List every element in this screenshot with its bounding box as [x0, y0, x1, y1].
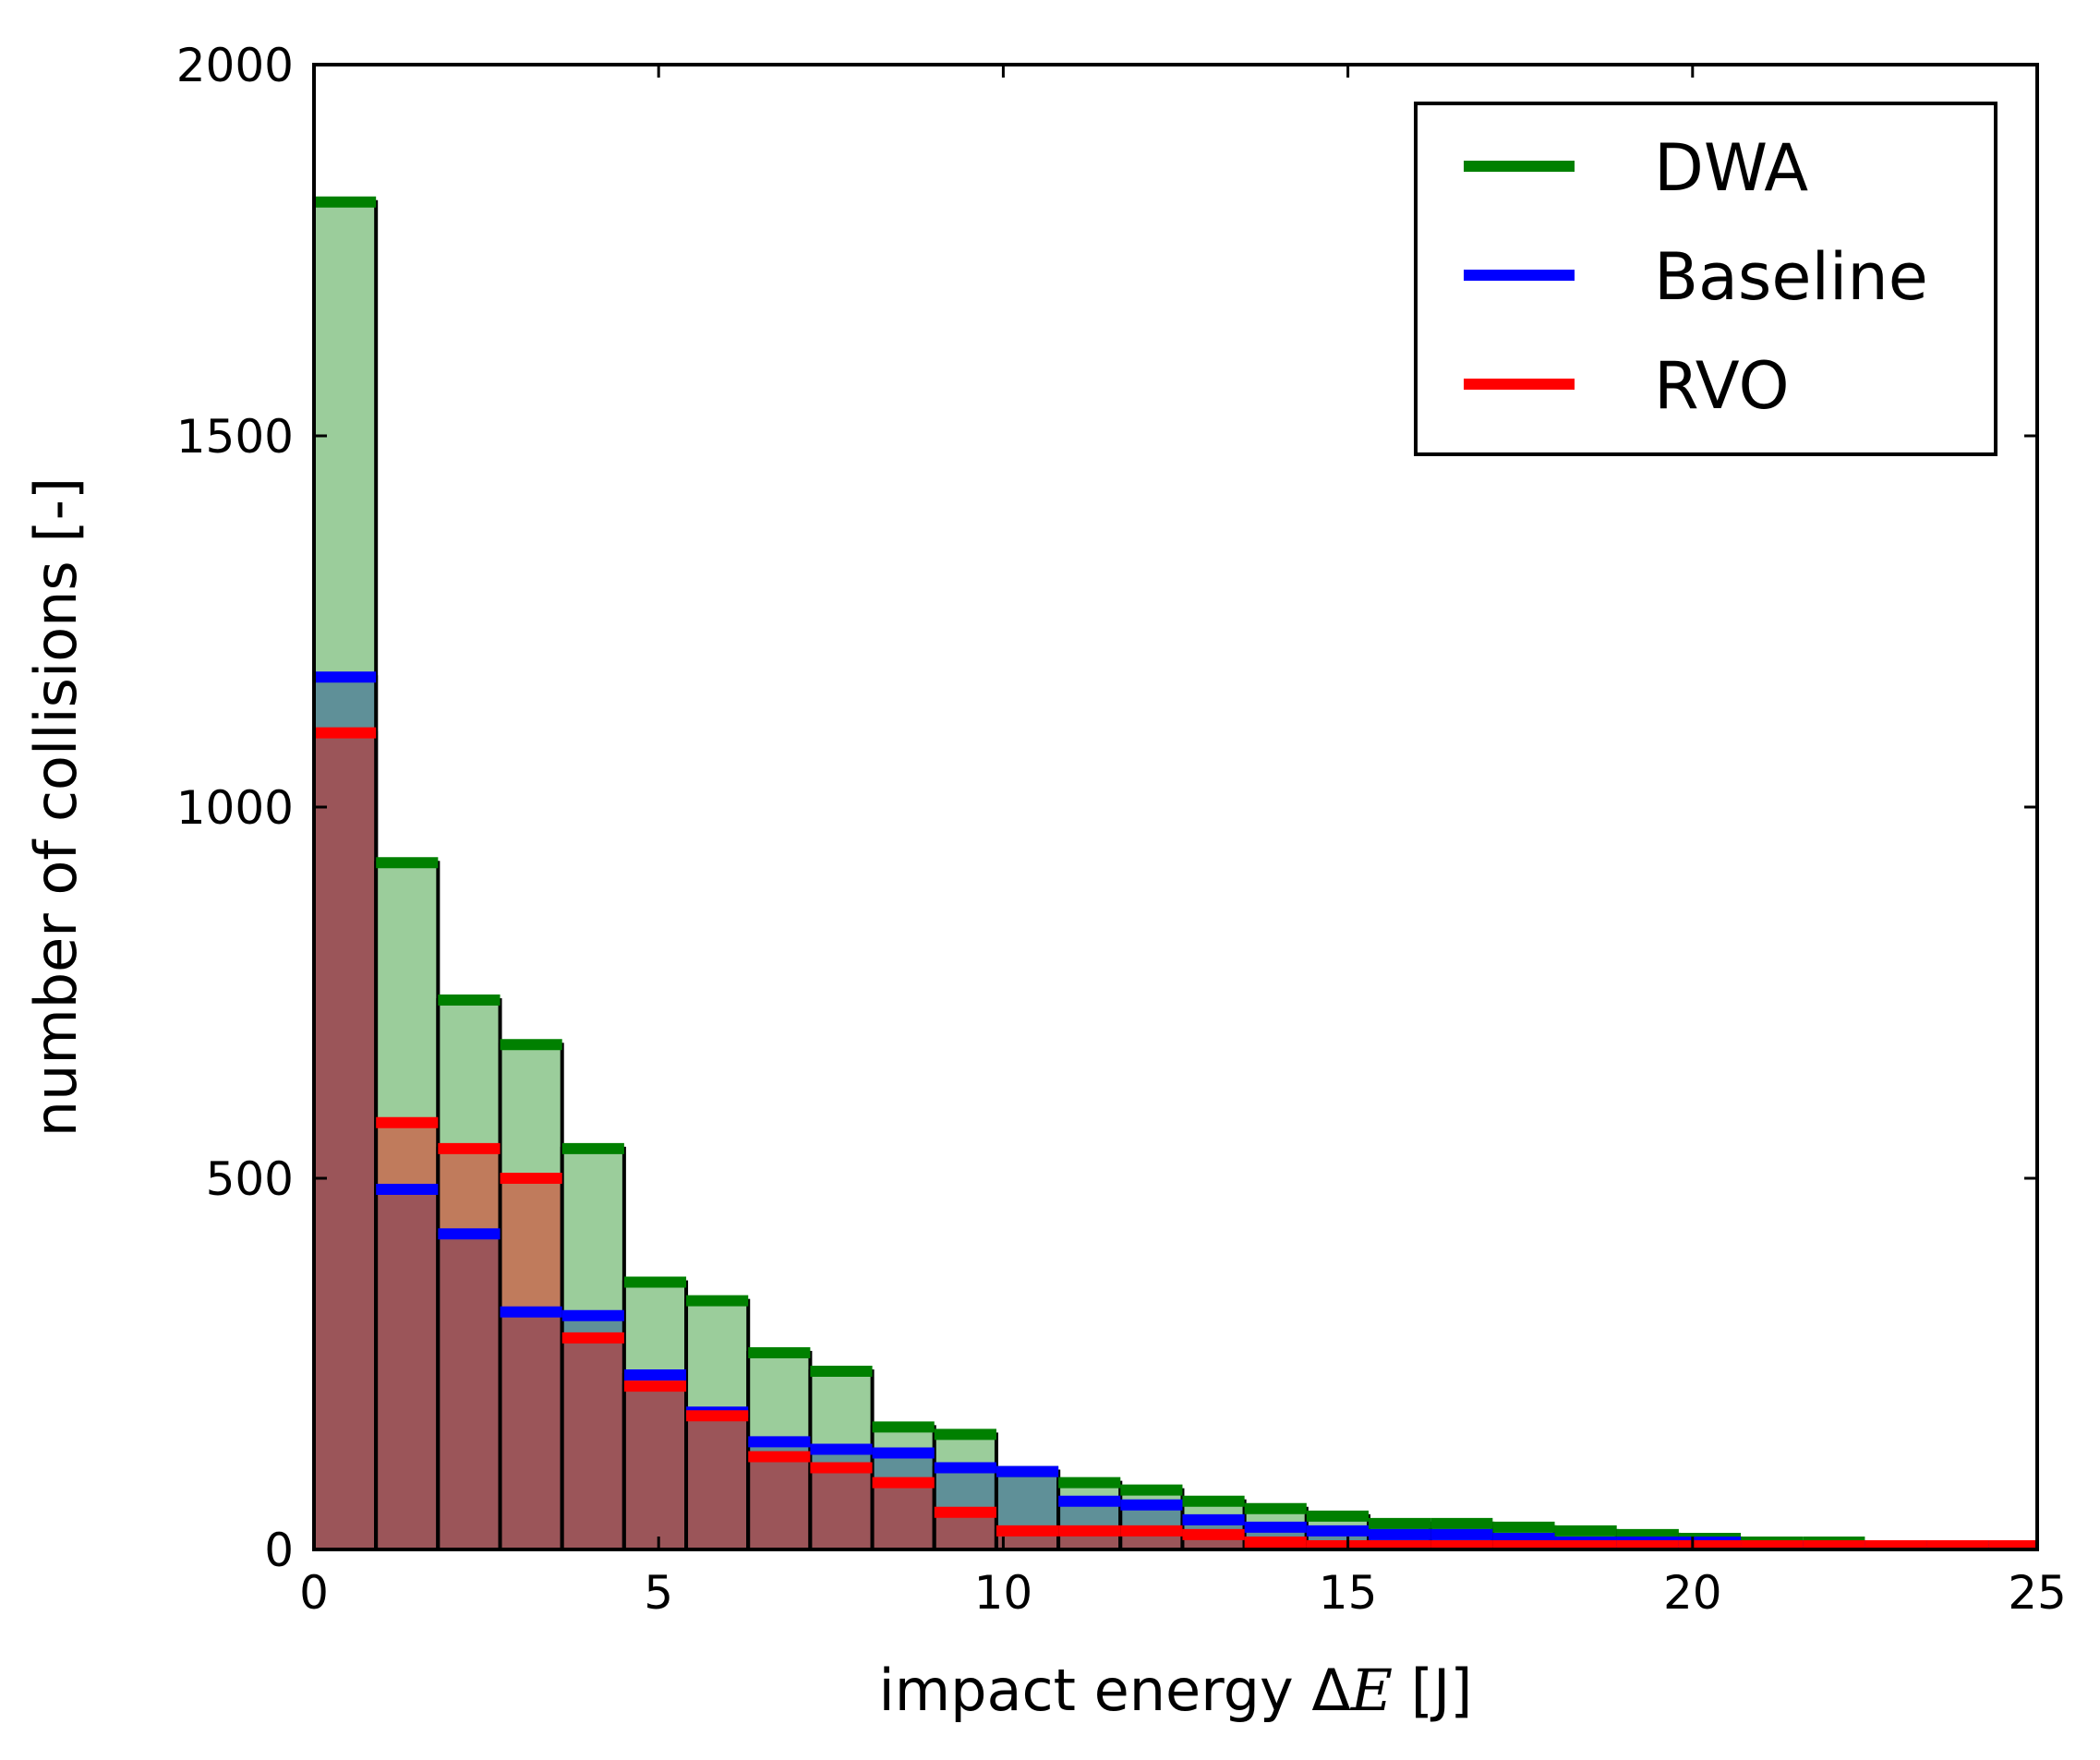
- x-tick-label-3: 15: [1319, 1566, 1378, 1620]
- legend: DWA Baseline RVO: [1414, 102, 1997, 456]
- x-axis-label-var: E: [1350, 1657, 1393, 1724]
- bar-rvo-9: [870, 1480, 936, 1552]
- bar-rvo-7: [746, 1454, 813, 1551]
- y-tick-label-4: 2000: [176, 39, 294, 92]
- axis-ticks: 0 5 10 15 20 25 0 500 1000 1500 2000: [176, 39, 2067, 1620]
- bar-baseline-2: [436, 1232, 502, 1552]
- y-axis-label: number of collisions [-]: [22, 477, 90, 1137]
- bar-rvo-4: [560, 1335, 626, 1551]
- x-tick-label-2: 10: [974, 1566, 1033, 1620]
- x-tick-label-0: 0: [299, 1566, 329, 1620]
- x-tick-label-1: 5: [644, 1566, 673, 1620]
- x-axis-label: impact energy ΔE [J]: [879, 1657, 1473, 1724]
- x-tick-label-5: 25: [2008, 1566, 2067, 1620]
- y-tick-label-1: 500: [206, 1152, 294, 1206]
- bar-rvo-5: [622, 1384, 689, 1551]
- x-axis-label-suffix: [J]: [1393, 1657, 1472, 1724]
- bar-rvo-6: [684, 1414, 751, 1552]
- legend-label-baseline: Baseline: [1654, 239, 1928, 315]
- y-tick-label-0: 0: [264, 1524, 294, 1577]
- bar-rvo-10: [932, 1510, 998, 1552]
- legend-label-dwa: DWA: [1654, 130, 1808, 206]
- x-axis-label-delta: Δ: [1311, 1657, 1350, 1724]
- y-tick-label-2: 1000: [176, 781, 294, 835]
- x-tick-label-4: 20: [1663, 1566, 1722, 1620]
- histogram-step-lines: [314, 196, 2037, 1551]
- bar-baseline-3: [498, 1309, 564, 1551]
- legend-label-rvo: RVO: [1654, 348, 1790, 424]
- bar-rvo-8: [808, 1465, 875, 1552]
- bar-rvo-0: [312, 730, 379, 1551]
- y-tick-label-3: 1500: [176, 410, 294, 464]
- bar-baseline-1: [374, 1187, 441, 1552]
- x-axis-label-prefix: impact energy: [879, 1657, 1312, 1724]
